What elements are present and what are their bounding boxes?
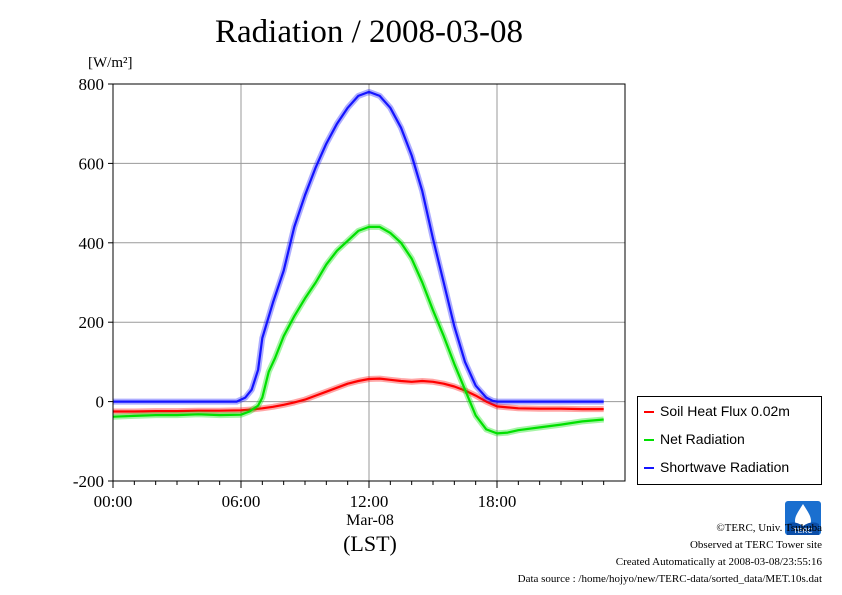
- x-tick-label: 18:00: [478, 492, 517, 511]
- y-tick-label: 400: [79, 234, 105, 253]
- legend-swatch-green: [644, 439, 654, 442]
- footer-site: Observed at TERC Tower site: [689, 539, 822, 551]
- series-line-2: [113, 90, 604, 403]
- plot-frame: [112, 83, 626, 482]
- footer-created: Created Automatically at 2008-03-08/23:5…: [615, 556, 822, 568]
- legend-label: Shortwave Radiation: [660, 459, 790, 475]
- footer-source: Data source : /home/hojyo/new/TERC-data/…: [517, 573, 822, 585]
- x-tick-label: 06:00: [222, 492, 261, 511]
- series-halo-2: [113, 88, 604, 405]
- legend-label: Soil Heat Flux 0.02m: [660, 403, 790, 419]
- x-axis-label: (LST): [343, 531, 397, 556]
- y-axis-unit: [W/m²]: [88, 55, 133, 71]
- x-tick-label: 00:00: [94, 492, 133, 511]
- series-line-0: [113, 377, 604, 413]
- x-axis-date: Mar-08: [346, 512, 394, 529]
- legend-item-shortwave-radiation: Shortwave Radiation: [644, 457, 789, 477]
- y-tick-label: 0: [96, 393, 105, 412]
- y-tick-label: 800: [79, 75, 105, 94]
- footer-copyright: ©TERC, Univ. Tsukuba: [716, 522, 822, 534]
- series-line-1: [112, 225, 604, 435]
- x-tick-label: 12:00: [350, 492, 389, 511]
- y-tick-label: 200: [79, 313, 105, 332]
- legend-item-soil-heat-flux: Soil Heat Flux 0.02m: [644, 401, 790, 421]
- terc-logo: TERC: [785, 501, 821, 535]
- logo-text: TERC: [793, 528, 812, 535]
- legend-swatch-blue: [644, 467, 654, 470]
- y-tick-label: 600: [79, 154, 105, 173]
- legend: Soil Heat Flux 0.02m Net Radiation Short…: [637, 396, 822, 485]
- legend-swatch-red: [644, 411, 654, 414]
- series-halo-0: [113, 375, 604, 415]
- legend-item-net-radiation: Net Radiation: [644, 429, 745, 449]
- y-tick-label: -200: [73, 472, 104, 491]
- chart-title: Radiation / 2008-03-08: [215, 14, 523, 50]
- legend-label: Net Radiation: [660, 431, 745, 447]
